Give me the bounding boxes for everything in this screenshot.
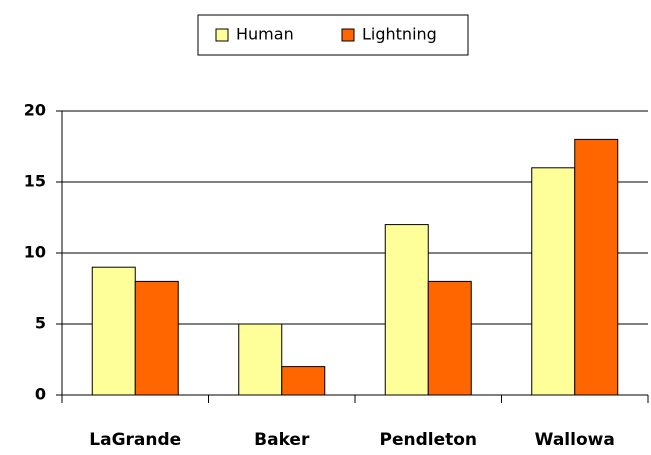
x-tick-label: Pendleton bbox=[379, 430, 477, 450]
y-tick-label: 5 bbox=[35, 314, 46, 333]
y-tick-label: 0 bbox=[35, 385, 46, 404]
legend-swatch bbox=[215, 28, 229, 42]
y-tick-label: 20 bbox=[24, 101, 46, 120]
x-tick-label: Baker bbox=[254, 430, 310, 450]
y-tick-label: 15 bbox=[24, 172, 46, 191]
bar bbox=[384, 224, 429, 396]
bar bbox=[531, 167, 576, 396]
legend-swatch bbox=[341, 28, 355, 42]
legend-label: Lightning bbox=[362, 25, 437, 44]
y-tick-label: 10 bbox=[24, 243, 46, 262]
bar bbox=[281, 366, 326, 396]
bar bbox=[574, 138, 619, 396]
x-tick-label: Wallowa bbox=[535, 430, 615, 450]
x-tick-label: LaGrande bbox=[89, 430, 181, 450]
bar bbox=[134, 280, 179, 396]
bar bbox=[238, 323, 283, 396]
legend-label: Human bbox=[236, 25, 294, 44]
bar bbox=[427, 280, 472, 396]
bar bbox=[91, 266, 136, 396]
legend-box bbox=[197, 14, 469, 56]
